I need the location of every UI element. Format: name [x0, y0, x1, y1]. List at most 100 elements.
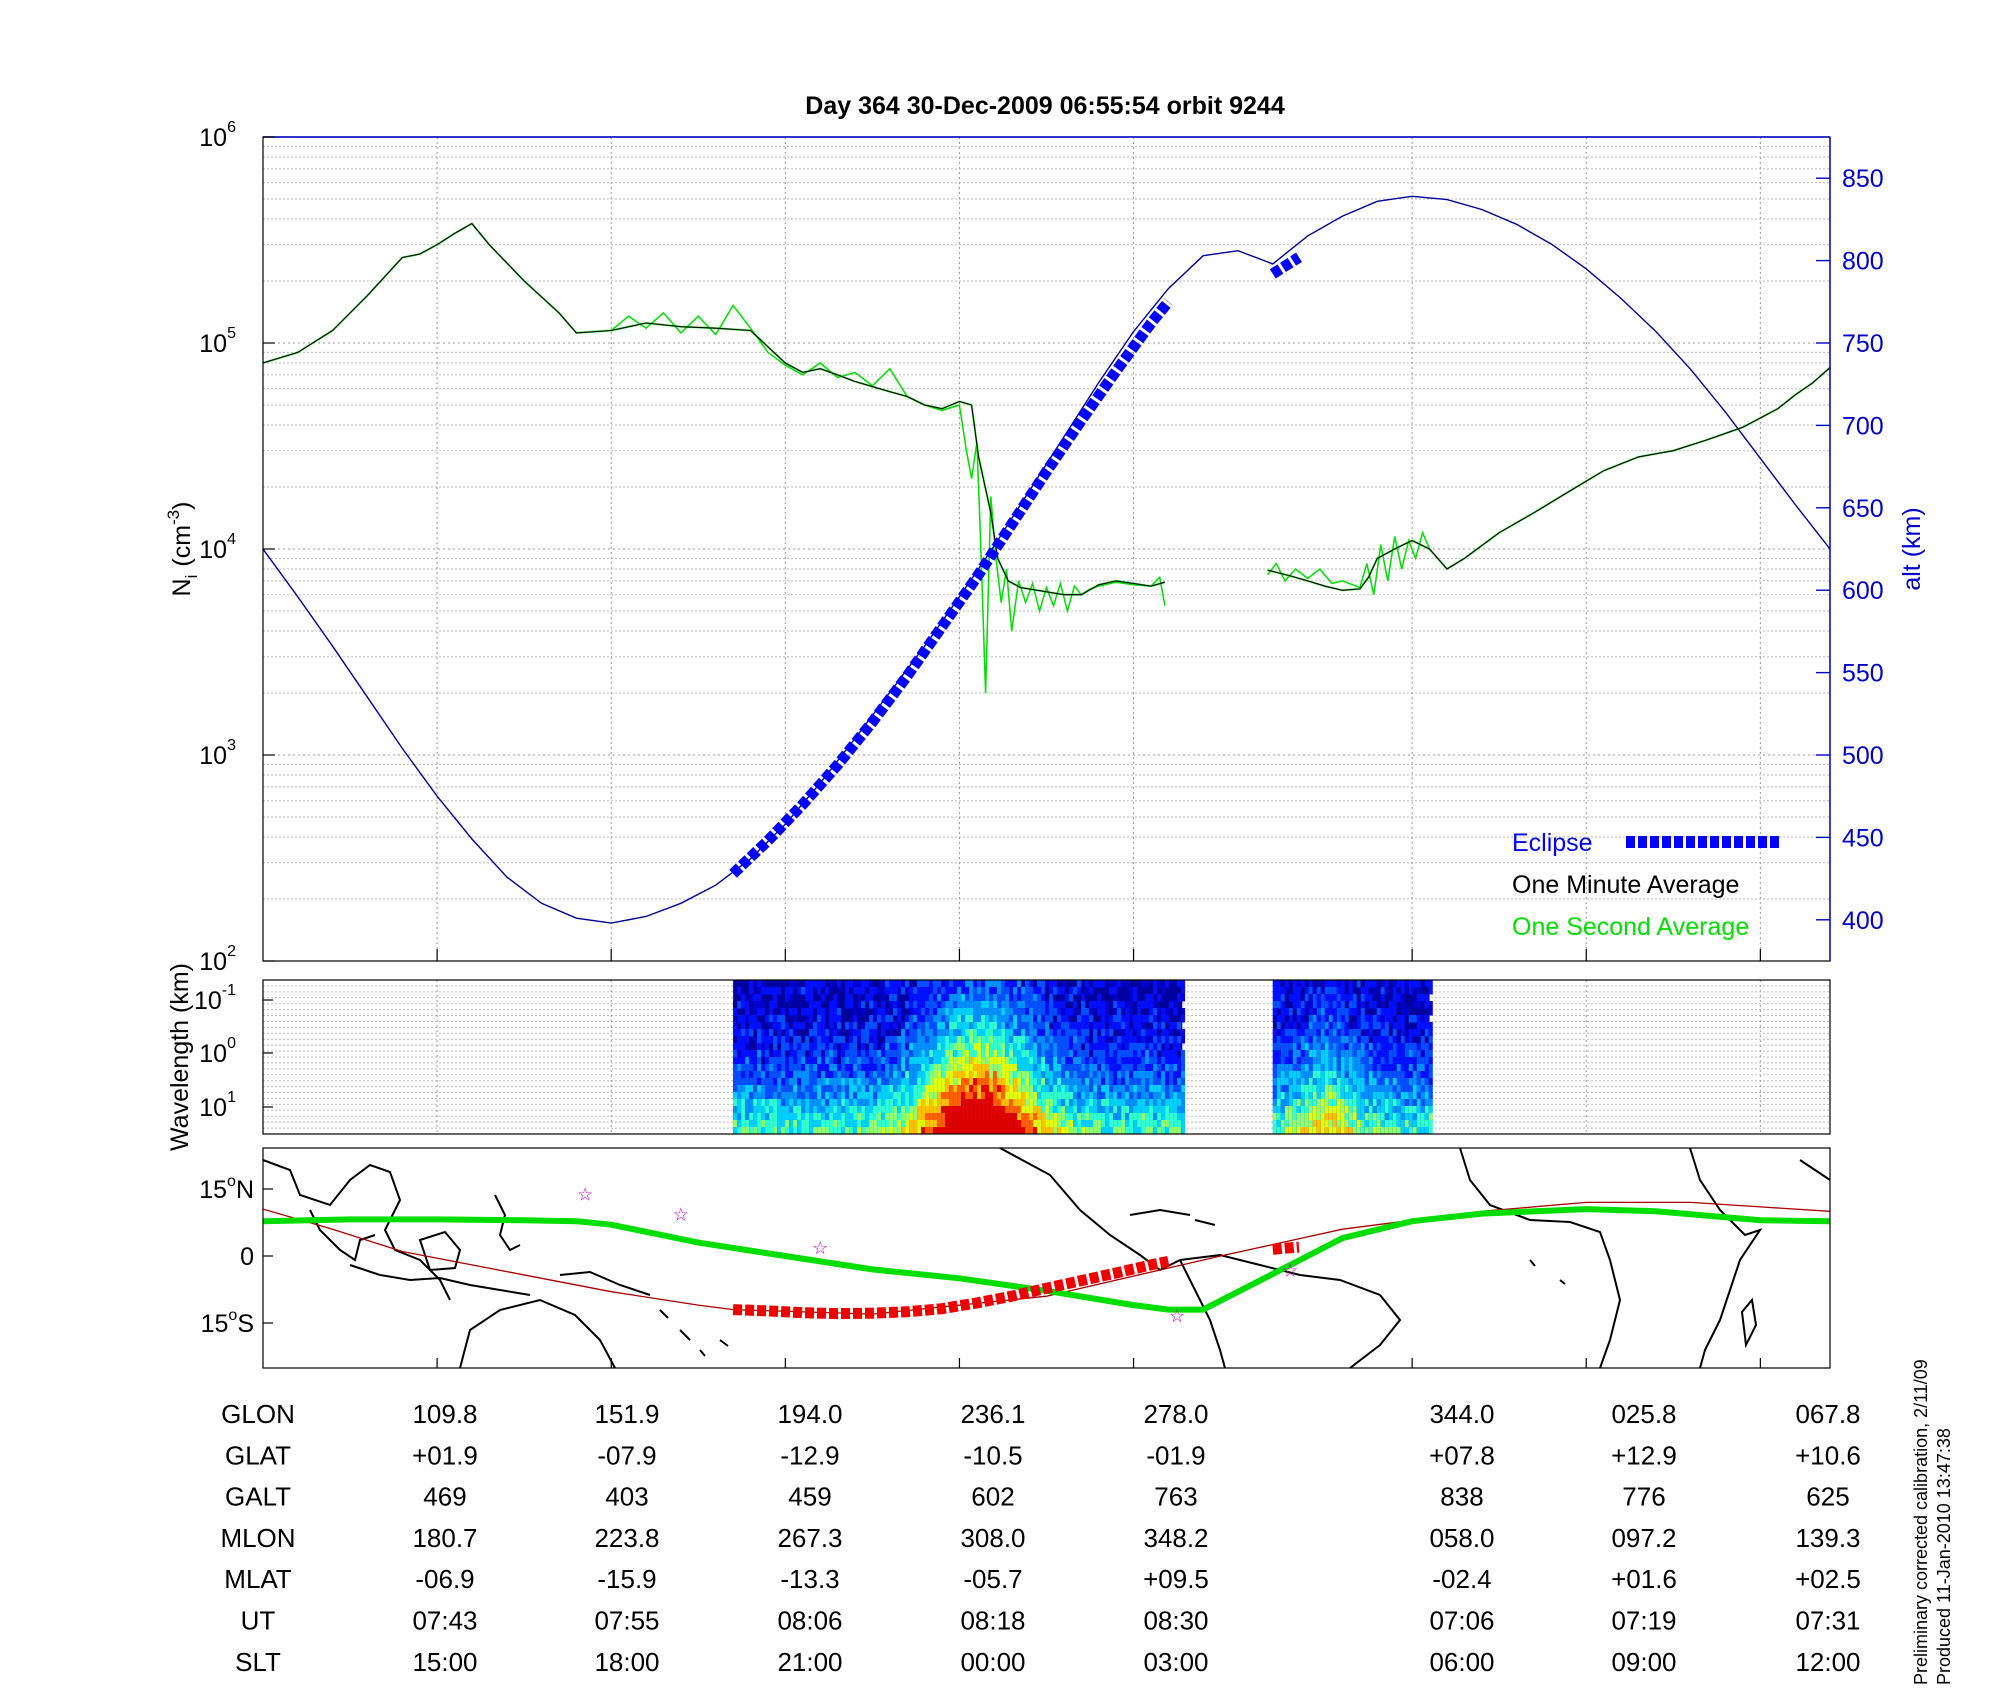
spectrogram-cell	[1280, 1015, 1285, 1023]
spectrogram-cell	[1372, 1106, 1377, 1114]
spectrogram-cell	[769, 1057, 774, 1065]
spectrogram-cell	[769, 1029, 774, 1037]
spectrogram-cell	[1117, 1120, 1122, 1128]
density-tick-label: 102	[199, 943, 236, 976]
spectrogram-cell	[1165, 1092, 1170, 1100]
spectrogram-cell	[1392, 1036, 1397, 1044]
spectrogram-cell	[809, 1120, 814, 1128]
spectrogram-cell	[1077, 1071, 1082, 1079]
spectrogram-cell	[877, 1099, 882, 1107]
spectrogram-cell	[1121, 1029, 1126, 1037]
spectrogram-cell	[961, 1127, 966, 1134]
spectrogram-cell	[1045, 1085, 1050, 1093]
spectrogram-cell	[1109, 1029, 1114, 1037]
spectrogram-cell	[1380, 1085, 1385, 1093]
spectrogram-cell	[1149, 1092, 1154, 1100]
spectrogram-cell	[1013, 1071, 1018, 1079]
spectrogram-cell	[1356, 1064, 1361, 1072]
spectrogram-cell	[1081, 1008, 1086, 1016]
spectrogram-cell	[825, 1043, 830, 1051]
spectrogram-cell	[1133, 1092, 1138, 1100]
spectrogram-cell	[1292, 1064, 1297, 1072]
spectrogram-cell	[1320, 987, 1325, 995]
spectrogram-cell	[1348, 987, 1353, 995]
spectrogram-cell	[1013, 994, 1018, 1002]
spectrogram-cell	[1308, 1071, 1313, 1079]
spectrogram-cell	[953, 1127, 958, 1134]
table-cell: 21:00	[777, 1647, 842, 1677]
spectrogram-cell	[1360, 1008, 1365, 1016]
spectrogram-cell	[1061, 1015, 1066, 1023]
spectrogram-cell	[1165, 1008, 1170, 1016]
spectrogram-cell	[1105, 1085, 1110, 1093]
spectrogram-cell	[1125, 1036, 1130, 1044]
spectrogram-cell	[889, 1022, 894, 1030]
spectrogram-cell	[1300, 1064, 1305, 1072]
spectrogram-cell	[857, 987, 862, 995]
spectrogram-cell	[1324, 1050, 1329, 1058]
spectrogram-cell	[1137, 1064, 1142, 1072]
spectrogram-cell	[829, 1113, 834, 1121]
spectrogram-cell	[965, 987, 970, 995]
spectrogram-cell	[913, 1085, 918, 1093]
spectrogram-cell	[849, 1106, 854, 1114]
spectrogram-cell	[1121, 1001, 1126, 1009]
spectrogram-cell	[1073, 1120, 1078, 1128]
spectrogram-cell	[957, 1008, 962, 1016]
spectrogram-cell	[741, 1036, 746, 1044]
spectrogram-cell	[1276, 1092, 1281, 1100]
spectrogram-cell	[1276, 1127, 1281, 1134]
spectrogram-cell	[765, 1099, 770, 1107]
spectrogram-cell	[881, 1043, 886, 1051]
spectrogram-cell	[873, 1127, 878, 1134]
spectrogram-cell	[1388, 1106, 1393, 1114]
spectrogram-cell	[1105, 1106, 1110, 1114]
spectrogram-cell	[1308, 1008, 1313, 1016]
spectrogram-cell	[1360, 1106, 1365, 1114]
spectrogram-cell	[961, 1057, 966, 1065]
spectrogram-cell	[1077, 1064, 1082, 1072]
spectrogram-cell	[961, 1029, 966, 1037]
spectrogram-cell	[993, 1043, 998, 1051]
spectrogram-cell	[1181, 1036, 1186, 1044]
spectrogram-cell	[1416, 980, 1421, 988]
spectrogram-cell	[909, 994, 914, 1002]
table-cell: 07:06	[1429, 1606, 1494, 1636]
spectrogram-cell	[1009, 1113, 1014, 1121]
spectrogram-cell	[793, 1036, 798, 1044]
spectrogram-cell	[757, 980, 762, 988]
spectrogram-cell	[953, 1029, 958, 1037]
spectrogram-cell	[1125, 1064, 1130, 1072]
spectrogram-cell	[845, 994, 850, 1002]
tick-exponent: 4	[227, 531, 236, 548]
spectrogram-cell	[977, 1050, 982, 1058]
altitude-tick-label: 450	[1842, 824, 1884, 852]
spectrogram-cell	[773, 1071, 778, 1079]
spectrogram-cell	[1332, 1036, 1337, 1044]
spectrogram-cell	[1392, 1064, 1397, 1072]
spectrogram-cell	[1093, 1029, 1098, 1037]
spectrogram-cell	[857, 1001, 862, 1009]
spectrogram-cell	[957, 1050, 962, 1058]
spectrogram-cell	[989, 1036, 994, 1044]
spectrogram-cell	[1344, 1099, 1349, 1107]
spectrogram-cell	[817, 1085, 822, 1093]
spectrogram-cell	[1109, 1071, 1114, 1079]
spectrogram-cell	[1272, 1008, 1277, 1016]
spectrogram-cell	[1125, 1099, 1130, 1107]
spectrogram-cell	[869, 1099, 874, 1107]
spectrogram-cell	[921, 1022, 926, 1030]
spectrogram-cell	[777, 1071, 782, 1079]
spectrogram-cell	[1057, 1001, 1062, 1009]
spectrogram-cell	[1316, 987, 1321, 995]
spectrogram-cell	[749, 1057, 754, 1065]
spectrogram-cell	[969, 1099, 974, 1107]
spectrogram-cell	[1344, 1113, 1349, 1121]
spectrogram-cell	[1125, 1113, 1130, 1121]
spectrogram-cell	[1372, 1092, 1377, 1100]
spectrogram-cell	[1392, 1008, 1397, 1016]
spectrogram-cell	[929, 1001, 934, 1009]
spectrogram-cell	[945, 1029, 950, 1037]
spectrogram-cell	[953, 1092, 958, 1100]
spectrogram-cell	[1420, 1043, 1425, 1051]
